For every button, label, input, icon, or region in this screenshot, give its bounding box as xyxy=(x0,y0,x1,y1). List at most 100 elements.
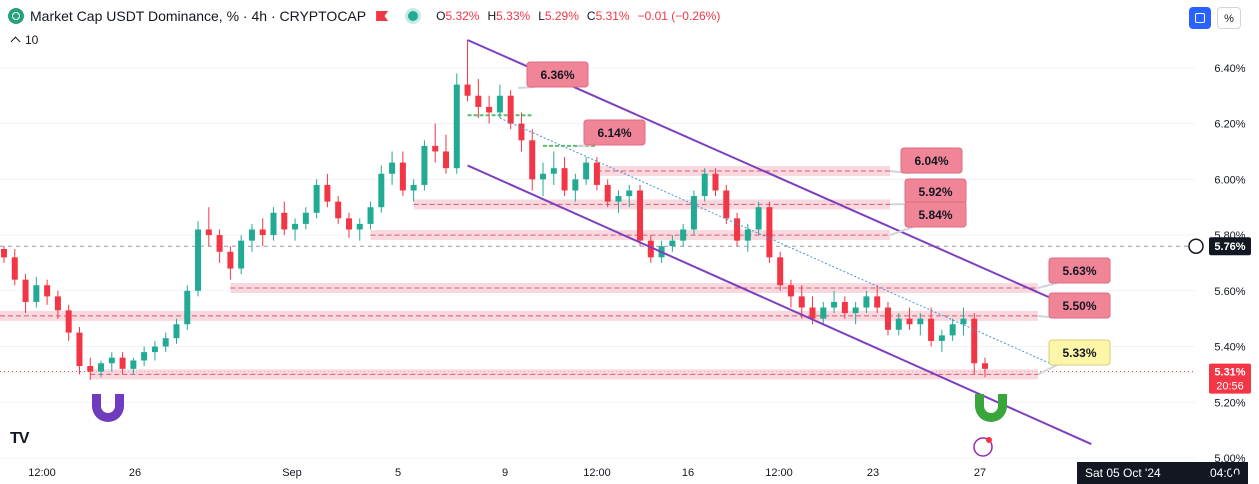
candle-body xyxy=(507,95,514,124)
candle-body xyxy=(690,196,697,230)
channel-midline xyxy=(499,117,1050,364)
candle-body xyxy=(195,229,202,291)
candle-body xyxy=(777,257,784,286)
ohlc-values: O5.32% H5.33% L5.29% C5.31% −0.01 (−0.26… xyxy=(436,9,721,23)
candle-body xyxy=(227,251,234,269)
candle-body xyxy=(604,184,611,202)
crosshair-date: Sat 05 Oct '24 xyxy=(1085,466,1161,480)
candle-body xyxy=(841,301,848,314)
candle-body xyxy=(22,279,29,302)
candle-body xyxy=(949,324,956,336)
candle-body xyxy=(895,318,902,330)
flag-icon[interactable] xyxy=(376,11,389,21)
tradingview-logo-icon[interactable]: TV xyxy=(10,430,29,447)
label-connector xyxy=(889,226,914,237)
candle-body xyxy=(863,296,870,308)
usdt-logo-icon xyxy=(8,8,24,24)
candle-body xyxy=(464,84,471,96)
indicators-toggle[interactable]: 10 xyxy=(10,33,38,47)
purple-magnet-icon-shape xyxy=(92,394,124,422)
candle-body xyxy=(76,332,83,367)
level-label-box xyxy=(904,201,967,228)
chart-header: Market Cap USDT Dominance, % · 4h · CRYP… xyxy=(0,0,720,32)
level-zone xyxy=(0,310,1038,321)
candle-body xyxy=(884,307,891,330)
add-alert-icon xyxy=(1188,238,1204,254)
time-axis[interactable]: 12:00 26 Sep 5 9 12:00 16 12:00 23 27 xyxy=(28,467,986,479)
level-labels[interactable]: 6.36% 6.14% 6.04% 5.92% 5.84% 5.63% 5.50% 5.33% xyxy=(517,61,1111,376)
candle-body xyxy=(637,190,644,241)
candle-body xyxy=(302,212,309,224)
candle-body xyxy=(313,184,320,213)
candle-body xyxy=(938,335,945,341)
candle-body xyxy=(151,346,158,353)
candle-body xyxy=(259,229,266,236)
price-change: −0.01 (−0.26%) xyxy=(637,9,721,23)
candle-body xyxy=(184,290,191,325)
level-label-box xyxy=(583,119,646,146)
candle-body xyxy=(44,285,51,297)
candle-body xyxy=(647,240,654,258)
x-tick-label: Sep xyxy=(282,467,302,479)
percent-scale-button[interactable]: % xyxy=(1217,7,1241,29)
settings-gear-icon[interactable] xyxy=(1231,465,1243,477)
support-resistance-zones xyxy=(0,114,1038,380)
level-label-text: 5.50% xyxy=(1062,299,1096,313)
label-connector xyxy=(1037,282,1058,289)
candle-body xyxy=(238,240,245,269)
candle-body xyxy=(529,140,536,180)
last-price-text: 5.31% xyxy=(1214,367,1245,379)
symbol-title[interactable]: Market Cap USDT Dominance, % · 4h · CRYP… xyxy=(30,8,367,24)
last-price-tag xyxy=(1209,363,1251,394)
crosshair-date-label: Sat 05 Oct '24 04:00 xyxy=(1077,462,1248,484)
candle-body xyxy=(130,360,137,369)
green-magnet-icon xyxy=(975,394,1007,422)
candle-body xyxy=(98,363,105,372)
candle-body xyxy=(432,145,439,152)
candle-body xyxy=(755,207,762,230)
candle-body xyxy=(345,218,352,230)
channel-lower-line xyxy=(467,164,1092,445)
candle-body xyxy=(701,173,708,197)
candle-body xyxy=(626,190,633,197)
x-tick-label: 12:00 xyxy=(765,467,793,479)
candle-body xyxy=(367,207,374,224)
candle-body xyxy=(281,212,288,230)
candle-body xyxy=(87,366,94,372)
price-axis[interactable]: 5.00%5.20%5.40%5.60%5.80%6.00%6.20%6.40%… xyxy=(1188,63,1251,465)
x-tick-label: 23 xyxy=(867,467,879,479)
candle-body xyxy=(389,162,396,174)
candle-body xyxy=(766,207,773,258)
candle-body xyxy=(593,162,600,185)
candle-body xyxy=(410,184,417,191)
level-label-text: 6.14% xyxy=(597,126,631,140)
event-dot-icon xyxy=(986,437,992,443)
candle-body xyxy=(712,173,719,191)
y-tick-label: 5.20% xyxy=(1214,397,1245,409)
x-tick-label: 5 xyxy=(395,467,401,479)
candle-body xyxy=(809,307,816,319)
level-label-text: 6.04% xyxy=(914,154,948,168)
label-connector xyxy=(1037,364,1058,376)
level-label-text: 6.36% xyxy=(540,68,574,82)
level-label-text: 5.92% xyxy=(918,185,952,199)
candle-body xyxy=(475,95,482,107)
candle-body xyxy=(421,145,428,185)
candle-body xyxy=(550,168,557,174)
y-tick-label: 5.40% xyxy=(1214,342,1245,354)
candle-body xyxy=(324,184,331,202)
crosshair-price-text: 5.76% xyxy=(1214,241,1245,253)
candle-body xyxy=(572,179,579,191)
drawing-tools-button[interactable] xyxy=(1189,7,1211,29)
candle-body xyxy=(486,106,493,113)
x-tick-label: 16 xyxy=(682,467,694,479)
descending-channel[interactable] xyxy=(467,39,1092,445)
decorations xyxy=(92,394,1007,457)
candle-body xyxy=(787,285,794,297)
purple-magnet-icon xyxy=(92,394,124,422)
level-label-box xyxy=(1048,339,1111,366)
chevron-up-icon xyxy=(10,36,21,47)
level-label-text: 5.33% xyxy=(1062,346,1096,360)
market-status-icon xyxy=(408,11,419,21)
